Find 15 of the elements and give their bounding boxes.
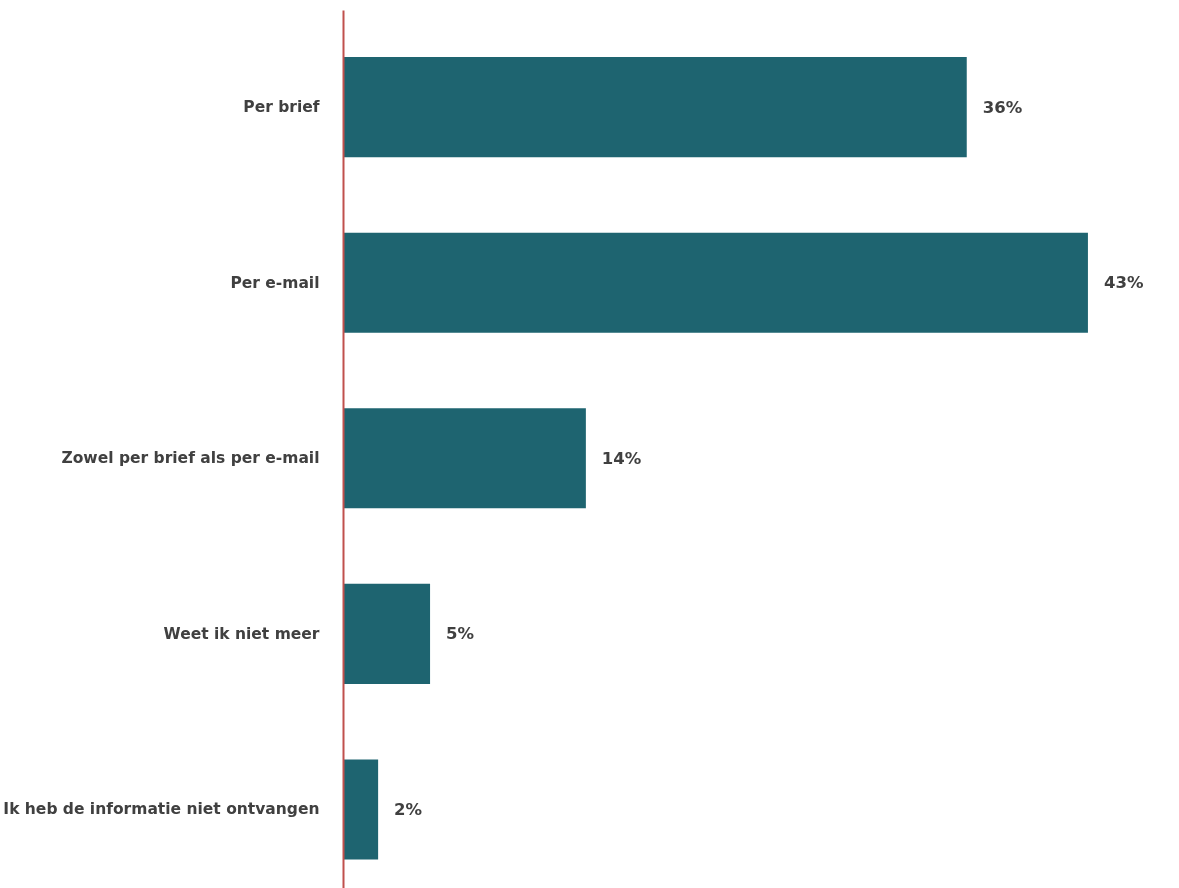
bar	[343, 583, 431, 684]
data-label: 2%	[394, 799, 423, 819]
bar	[343, 57, 967, 158]
data-label: 5%	[446, 624, 475, 644]
y-tick-label: Weet ik niet meer	[163, 624, 320, 643]
bar	[343, 232, 1088, 333]
y-tick-label: Per e-mail	[230, 273, 320, 292]
bar	[343, 759, 379, 860]
data-label: 43%	[1103, 273, 1144, 293]
y-tick-label: Ik heb de informatie niet ontvangen	[3, 800, 320, 819]
y-tick-label: Zowel per brief als per e-mail	[61, 449, 320, 468]
data-label: 36%	[982, 97, 1023, 117]
data-label: 14%	[601, 448, 642, 468]
bar	[343, 408, 586, 509]
y-tick-label: Per brief	[243, 98, 320, 117]
